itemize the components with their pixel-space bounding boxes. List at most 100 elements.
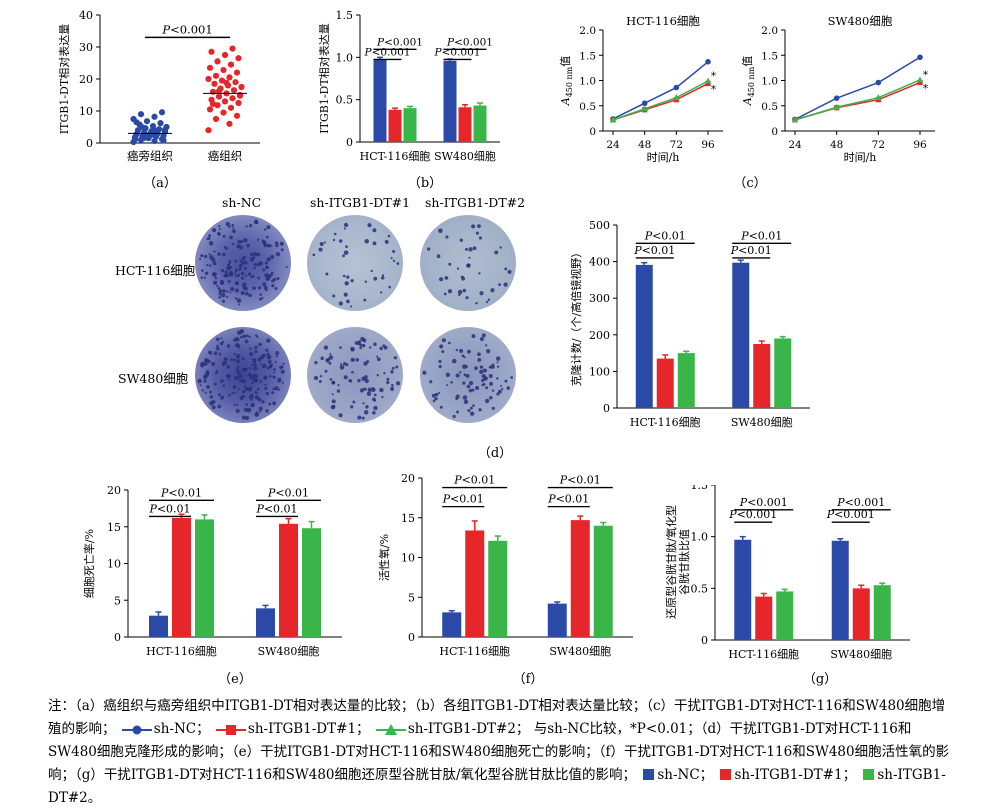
bar: [570, 520, 590, 637]
y-tick-label: 5: [114, 594, 121, 607]
colony-dot: [220, 337, 223, 340]
colony-dot: [373, 342, 377, 347]
colony-dot: [218, 292, 222, 296]
colony-dot: [504, 267, 508, 271]
colony-dot: [216, 344, 219, 348]
colony-dot: [338, 239, 343, 243]
colony-dot: [266, 225, 271, 230]
colony-dot: [450, 380, 453, 384]
colony-dot: [248, 272, 252, 276]
colony-dot: [217, 286, 221, 290]
y-axis-label: 还原型谷胱甘肽/氧化型谷胱甘肽比值: [665, 505, 691, 619]
bar: [279, 523, 298, 637]
colony-dot: [237, 387, 240, 391]
colony-dot: [259, 363, 262, 366]
colony-dot: [249, 224, 253, 228]
y-axis-label: 克隆计数/（个/高倍镜视野）: [569, 247, 583, 386]
y-tick-label: 0: [408, 631, 415, 644]
p-value-label: P<0.001: [739, 496, 788, 509]
colony-dot: [381, 274, 385, 277]
colony-dot: [235, 408, 240, 413]
colony-dot: [232, 385, 237, 389]
colony-dot: [238, 267, 242, 271]
colony-dot: [387, 234, 391, 238]
colony-dot: [366, 391, 372, 396]
data-point: [137, 111, 145, 118]
caption-a: （a）: [143, 176, 177, 191]
colony-dot: [495, 356, 501, 361]
colony-dot: [236, 404, 239, 407]
colony-dot: [461, 276, 466, 281]
colony-dot: [331, 399, 336, 404]
p-value-label: P<0.01: [148, 502, 190, 515]
data-point: [227, 61, 235, 68]
colony-dot: [226, 295, 229, 298]
colony-dot: [233, 403, 236, 406]
colony-dot: [272, 387, 276, 391]
colony-dot: [254, 395, 260, 400]
colony-dot: [475, 231, 479, 235]
colony-dot: [240, 290, 245, 296]
colony-dot: [256, 252, 261, 257]
colony-dot: [242, 389, 246, 394]
colony-dot: [255, 375, 259, 378]
colony-dot: [258, 410, 261, 413]
colony-dot: [274, 287, 278, 291]
y-tick-label: 500: [589, 219, 610, 232]
colony-dot: [506, 386, 511, 390]
colony-dot: [465, 247, 468, 251]
colony-dot: [252, 286, 256, 290]
colony-dot: [250, 252, 254, 257]
bar: [195, 519, 214, 637]
colony-dot: [392, 259, 396, 263]
colony-dot: [250, 402, 255, 408]
data-point: [212, 115, 220, 123]
y-axis-label: ITGB1-DT相对表达量: [317, 23, 331, 133]
p-value-label: P<0.01: [644, 229, 686, 242]
colony-dot: [350, 405, 354, 409]
colony-dot: [494, 250, 499, 255]
colony-dot: [256, 335, 259, 338]
p-value-label: P<0.001: [836, 496, 885, 509]
data-point: [154, 129, 161, 136]
colony-dot: [251, 363, 255, 367]
colony-dot: [458, 293, 461, 297]
y-tick-label: 0: [346, 136, 353, 149]
colony-dot: [459, 371, 462, 374]
bar: [442, 612, 462, 637]
colony-dot: [503, 282, 508, 287]
colony-dot: [452, 414, 456, 419]
colony-dot: [343, 227, 346, 230]
colony-dot: [475, 386, 480, 391]
colony-dot: [467, 408, 471, 413]
p-value-label: P<0.01: [255, 502, 297, 515]
data-point: [134, 127, 142, 134]
colony-dot: [265, 392, 269, 396]
colony-dot: [211, 405, 216, 410]
colony-dot: [364, 378, 369, 384]
colony-dot: [465, 374, 470, 378]
colony-dot: [248, 335, 251, 339]
data-point: [791, 116, 799, 123]
colony-dot: [471, 334, 476, 339]
data-point: [205, 127, 212, 134]
y-tick-label: 20: [79, 73, 93, 86]
colony-dot: [479, 365, 484, 369]
legend-line-dt2-icon: [375, 723, 406, 735]
colony-dot: [365, 405, 369, 409]
bar: [465, 530, 485, 637]
colony-dot: [248, 293, 252, 298]
colony-dot: [362, 344, 365, 348]
colony-dot: [483, 376, 488, 381]
colony-dot: [266, 366, 270, 370]
bar: [656, 358, 674, 408]
colony-dot: [242, 282, 247, 288]
colony-dot: [456, 410, 459, 414]
colony-dot: [348, 378, 352, 383]
colony-dot: [244, 274, 248, 277]
data-point: [212, 72, 220, 79]
colony-dot: [241, 415, 246, 420]
data-point: [211, 80, 218, 87]
colony-dot: [361, 376, 366, 382]
